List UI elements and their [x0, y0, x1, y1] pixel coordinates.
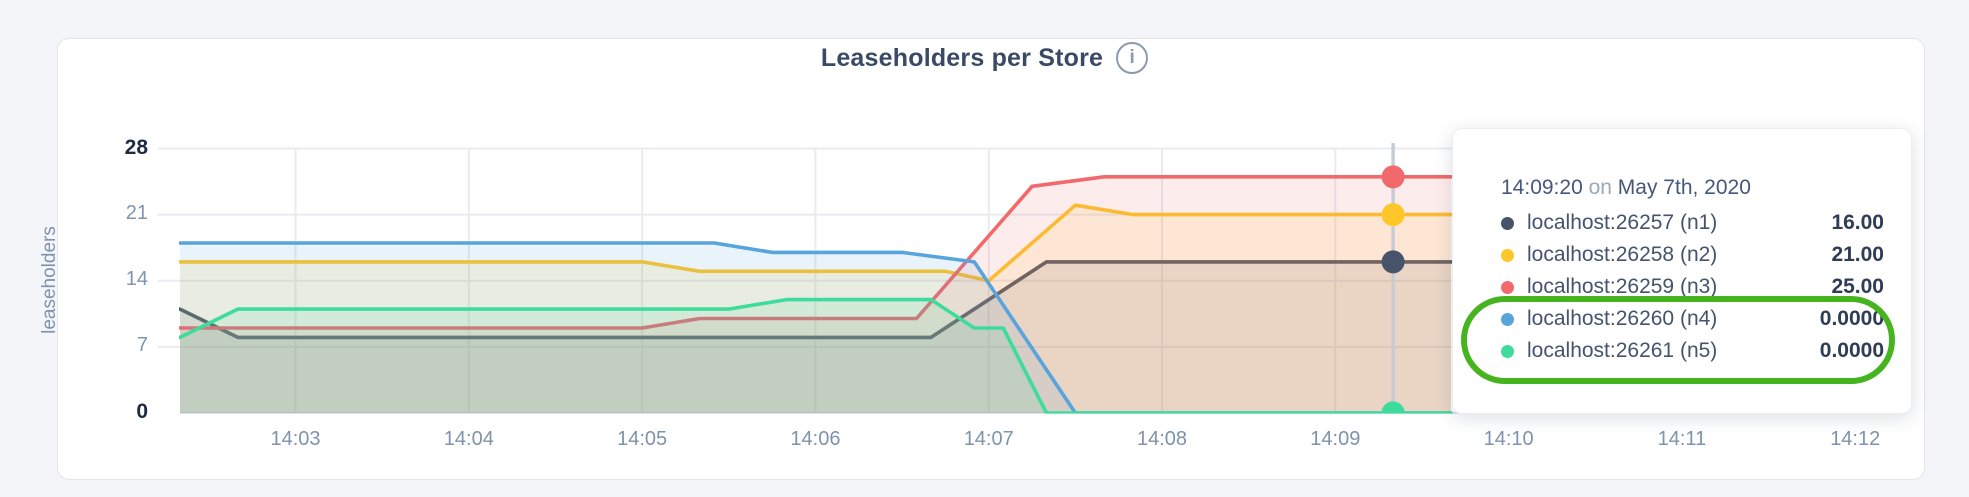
series-color-dot — [1501, 280, 1514, 294]
x-tick-label: 14:11 — [1657, 428, 1707, 450]
series-value: 0.0000 — [1819, 307, 1884, 330]
series-color-dot — [1501, 344, 1514, 358]
series-value: 16.00 — [1831, 211, 1884, 234]
tooltip-row: localhost:26261 (n5) 0.0000 — [1501, 335, 1884, 367]
x-tick-label: 14:07 — [963, 428, 1014, 450]
x-tick-label: 14:03 — [270, 428, 321, 450]
series-color-dot — [1501, 216, 1514, 230]
series-name: localhost:26261 (n5) — [1527, 339, 1718, 362]
tooltip-date: May 7th, 2020 — [1617, 176, 1751, 199]
x-tick-label: 14:06 — [790, 428, 841, 450]
series-value: 21.00 — [1831, 243, 1884, 266]
info-icon[interactable]: i — [1116, 42, 1149, 74]
y-tick-label: 28 — [124, 135, 148, 159]
tooltip-row: localhost:26260 (n4) 0.0000 — [1501, 303, 1884, 335]
x-tick-label: 14:12 — [1830, 428, 1881, 450]
y-tick-label: 0 — [136, 400, 148, 423]
chart-header: Leaseholders per Store i — [0, 40, 1969, 76]
series-name: localhost:26258 (n2) — [1527, 243, 1718, 266]
tooltip-row: localhost:26257 (n1) 16.00 — [1501, 207, 1884, 239]
chart-title: Leaseholders per Store — [820, 43, 1104, 72]
tooltip-conjunction: on — [1588, 176, 1612, 199]
x-tick-label: 14:10 — [1483, 428, 1534, 450]
x-tick-label: 14:08 — [1137, 428, 1188, 450]
series-name: localhost:26257 (n1) — [1527, 211, 1718, 234]
y-tick-label: 14 — [125, 267, 148, 290]
series-value: 0.0000 — [1819, 339, 1884, 362]
hover-tooltip: 14:09:20 on May 7th, 2020 localhost:2625… — [1452, 128, 1912, 414]
series-name: localhost:26260 (n4) — [1527, 307, 1718, 330]
series-color-dot — [1501, 248, 1514, 262]
series-name: localhost:26259 (n3) — [1527, 275, 1718, 298]
tooltip-row: localhost:26259 (n3) 25.00 — [1501, 271, 1884, 303]
y-tick-label: 21 — [125, 201, 148, 224]
series-value: 25.00 — [1831, 275, 1884, 298]
series-color-dot — [1501, 312, 1514, 326]
tooltip-header: 14:09:20 on May 7th, 2020 — [1501, 173, 1884, 203]
x-tick-label: 14:04 — [443, 428, 494, 450]
y-tick-label: 7 — [136, 333, 148, 356]
tooltip-row: localhost:26258 (n2) 21.00 — [1501, 239, 1884, 271]
tooltip-series-list: localhost:26257 (n1) 16.00 localhost:26258… — [1501, 207, 1884, 367]
x-tick-label: 14:05 — [617, 428, 668, 450]
x-tick-label: 14:09 — [1310, 428, 1361, 450]
tooltip-time: 14:09:20 — [1501, 176, 1583, 199]
